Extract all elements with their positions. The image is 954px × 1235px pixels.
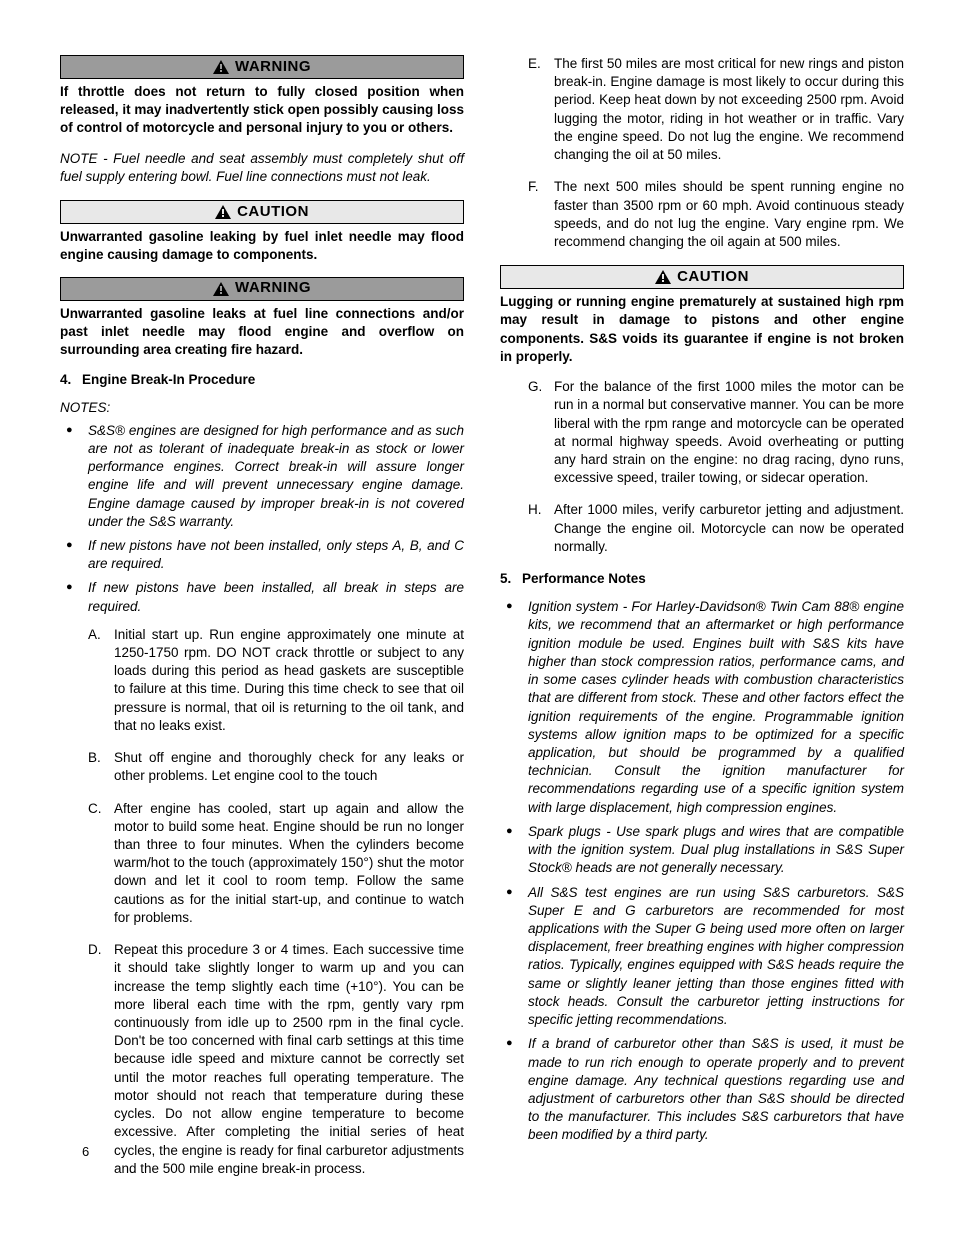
step-g: G.For the balance of the first 1000 mile… [500, 378, 904, 487]
caution-label: CAUTION [237, 202, 309, 222]
alert-icon [213, 282, 229, 296]
warning-1-text: If throttle does not return to fully clo… [60, 83, 464, 138]
page-number: 6 [82, 1143, 89, 1161]
note-bullet: S&S® engines are designed for high perfo… [60, 422, 464, 531]
warning-label: WARNING [235, 57, 311, 77]
step-d: D.Repeat this procedure 3 or 4 times. Ea… [60, 941, 464, 1178]
caution-label: CAUTION [677, 267, 749, 287]
step-e: E.The first 50 miles are most critical f… [500, 55, 904, 164]
caution-banner-1: CAUTION [60, 200, 464, 224]
warning-banner-2: WARNING [60, 277, 464, 301]
performance-bullet-list: Ignition system - For Harley-Davidson® T… [500, 598, 904, 1144]
step-b: B.Shut off engine and thoroughly check f… [60, 749, 464, 785]
alert-icon [215, 205, 231, 219]
steps-list-abcd: A.Initial start up. Run engine approxima… [60, 626, 464, 1178]
perf-bullet: Ignition system - For Harley-Davidson® T… [500, 598, 904, 817]
notes-label: NOTES: [60, 399, 464, 417]
step-f: F.The next 500 miles should be spent run… [500, 178, 904, 251]
note-bullet: If new pistons have been installed, all … [60, 579, 464, 615]
caution-banner-2: CAUTION [500, 265, 904, 289]
section-4-title: Engine Break-In Procedure [82, 372, 255, 387]
note-bullet: If new pistons have not been installed, … [60, 537, 464, 573]
steps-list-ef: E.The first 50 miles are most critical f… [500, 55, 904, 251]
section-4-num: 4. [60, 371, 82, 389]
warning-2-text: Unwarranted gasoline leaks at fuel line … [60, 305, 464, 360]
alert-icon [655, 270, 671, 284]
steps-list-gh: G.For the balance of the first 1000 mile… [500, 378, 904, 556]
perf-bullet: All S&S test engines are run using S&S c… [500, 884, 904, 1030]
section-5-title: Performance Notes [522, 571, 646, 586]
perf-bullet: If a brand of carburetor other than S&S … [500, 1035, 904, 1144]
perf-bullet: Spark plugs - Use spark plugs and wires … [500, 823, 904, 878]
section-5-num: 5. [500, 570, 522, 588]
section-5-heading: 5.Performance Notes [500, 570, 904, 588]
warning-banner-1: WARNING [60, 55, 464, 79]
note-1: NOTE - Fuel needle and seat assembly mus… [60, 150, 464, 186]
alert-icon [213, 60, 229, 74]
notes-bullet-list: S&S® engines are designed for high perfo… [60, 422, 464, 616]
step-a: A.Initial start up. Run engine approxima… [60, 626, 464, 735]
step-h: H.After 1000 miles, verify carburetor je… [500, 501, 904, 556]
section-4-heading: 4.Engine Break-In Procedure [60, 371, 464, 389]
caution-1-text: Unwarranted gasoline leaking by fuel inl… [60, 228, 464, 264]
step-c: C.After engine has cooled, start up agai… [60, 800, 464, 928]
warning-label: WARNING [235, 278, 311, 298]
caution-2-text: Lugging or running engine prematurely at… [500, 293, 904, 366]
